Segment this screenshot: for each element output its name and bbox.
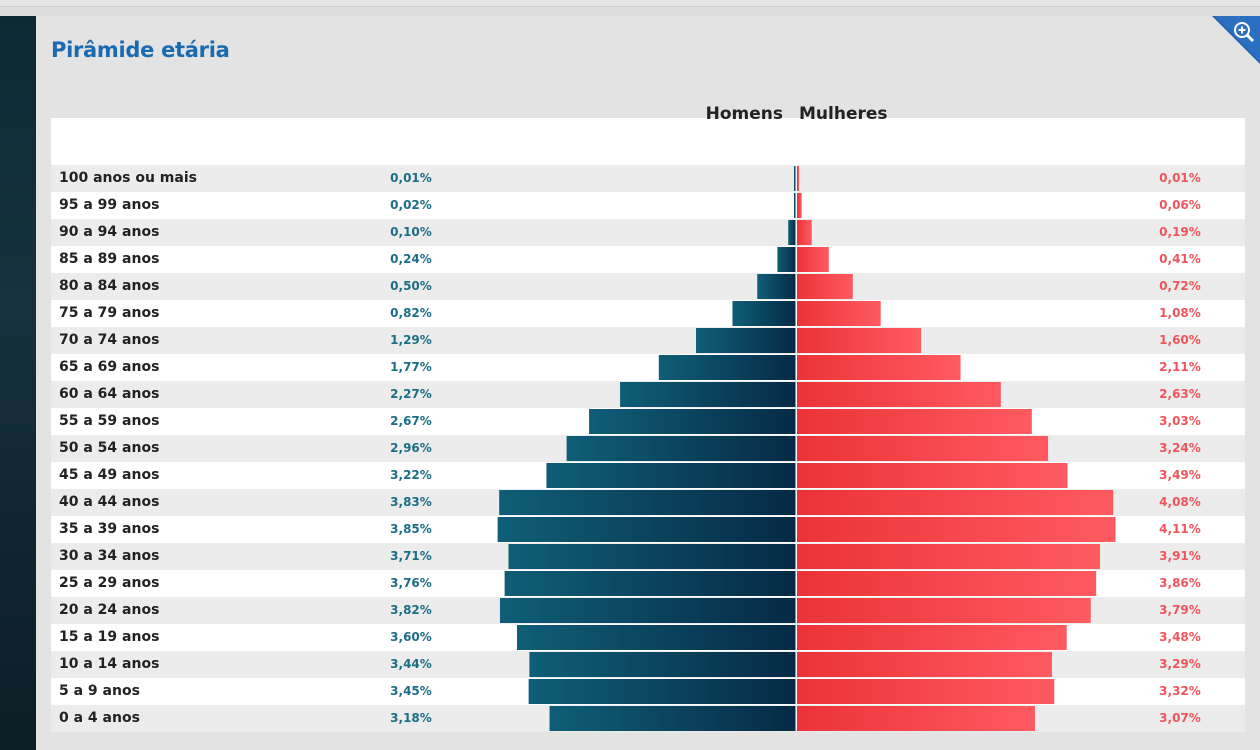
age-group-label: 90 a 94 anos bbox=[59, 224, 160, 240]
age-group-label: 40 a 44 anos bbox=[59, 494, 160, 510]
age-group-label: 85 a 89 anos bbox=[59, 251, 160, 267]
female-percent-label: 3,03% bbox=[1159, 414, 1201, 428]
table-row: 70 a 74 anos 1,29% 1,60% bbox=[51, 327, 1245, 354]
age-group-label: 20 a 24 anos bbox=[59, 602, 160, 618]
female-percent-label: 2,11% bbox=[1159, 360, 1201, 374]
male-percent-label: 2,96% bbox=[390, 441, 432, 455]
male-percent-label: 0,02% bbox=[390, 198, 432, 212]
female-percent-label: 0,06% bbox=[1159, 198, 1201, 212]
table-row: 85 a 89 anos 0,24% 0,41% bbox=[51, 246, 1245, 273]
age-group-label: 75 a 79 anos bbox=[59, 305, 160, 321]
table-row: 65 a 69 anos 1,77% 2,11% bbox=[51, 354, 1245, 381]
female-percent-label: 0,72% bbox=[1159, 279, 1201, 293]
age-group-label: 15 a 19 anos bbox=[59, 629, 160, 645]
female-percent-label: 0,01% bbox=[1159, 171, 1201, 185]
age-group-label: 60 a 64 anos bbox=[59, 386, 160, 402]
table-row: 60 a 64 anos 2,27% 2,63% bbox=[51, 381, 1245, 408]
female-percent-label: 1,08% bbox=[1159, 306, 1201, 320]
male-percent-label: 3,82% bbox=[390, 603, 432, 617]
female-percent-label: 3,48% bbox=[1159, 630, 1201, 644]
female-percent-label: 3,24% bbox=[1159, 441, 1201, 455]
table-row: 75 a 79 anos 0,82% 1,08% bbox=[51, 300, 1245, 327]
table-row: 0 a 4 anos 3,18% 3,07% bbox=[51, 705, 1245, 732]
male-percent-label: 0,82% bbox=[390, 306, 432, 320]
legend-female-label: Mulheres bbox=[799, 104, 888, 124]
female-percent-label: 0,19% bbox=[1159, 225, 1201, 239]
female-percent-label: 0,41% bbox=[1159, 252, 1201, 266]
table-row: 25 a 29 anos 3,76% 3,86% bbox=[51, 570, 1245, 597]
chart-title: Pirâmide etária bbox=[51, 38, 230, 62]
female-percent-label: 3,86% bbox=[1159, 576, 1201, 590]
male-percent-label: 0,10% bbox=[390, 225, 432, 239]
age-group-label: 5 a 9 anos bbox=[59, 683, 140, 699]
age-group-label: 35 a 39 anos bbox=[59, 521, 160, 537]
table-row: 5 a 9 anos 3,45% 3,32% bbox=[51, 678, 1245, 705]
male-percent-label: 3,83% bbox=[390, 495, 432, 509]
table-row: 55 a 59 anos 2,67% 3,03% bbox=[51, 408, 1245, 435]
female-percent-label: 4,08% bbox=[1159, 495, 1201, 509]
table-row: 90 a 94 anos 0,10% 0,19% bbox=[51, 219, 1245, 246]
female-percent-label: 4,11% bbox=[1159, 522, 1201, 536]
table-row: 100 anos ou mais 0,01% 0,01% bbox=[51, 165, 1245, 192]
male-percent-label: 3,22% bbox=[390, 468, 432, 482]
table-row: 10 a 14 anos 3,44% 3,29% bbox=[51, 651, 1245, 678]
table-row: 50 a 54 anos 2,96% 3,24% bbox=[51, 435, 1245, 462]
table-row: 40 a 44 anos 3,83% 4,08% bbox=[51, 489, 1245, 516]
male-percent-label: 3,18% bbox=[390, 711, 432, 725]
zoom-in-button[interactable] bbox=[1212, 16, 1260, 64]
male-percent-label: 0,50% bbox=[390, 279, 432, 293]
top-border bbox=[0, 0, 1260, 7]
male-percent-label: 3,71% bbox=[390, 549, 432, 563]
age-group-label: 30 a 34 anos bbox=[59, 548, 160, 564]
male-percent-label: 1,77% bbox=[390, 360, 432, 374]
table-row: 30 a 34 anos 3,71% 3,91% bbox=[51, 543, 1245, 570]
chart-card: Pirâmide etária 100 anos ou mais 0,01% 0,0… bbox=[36, 16, 1260, 750]
female-percent-label: 3,32% bbox=[1159, 684, 1201, 698]
table-row: 15 a 19 anos 3,60% 3,48% bbox=[51, 624, 1245, 651]
side-background-strip bbox=[0, 16, 36, 750]
age-group-label: 45 a 49 anos bbox=[59, 467, 160, 483]
female-percent-label: 3,49% bbox=[1159, 468, 1201, 482]
table-row: 20 a 24 anos 3,82% 3,79% bbox=[51, 597, 1245, 624]
age-group-label: 70 a 74 anos bbox=[59, 332, 160, 348]
male-percent-label: 3,76% bbox=[390, 576, 432, 590]
female-percent-label: 3,79% bbox=[1159, 603, 1201, 617]
male-percent-label: 0,24% bbox=[390, 252, 432, 266]
male-percent-label: 2,67% bbox=[390, 414, 432, 428]
female-percent-label: 1,60% bbox=[1159, 333, 1201, 347]
female-percent-label: 3,91% bbox=[1159, 549, 1201, 563]
table-row: 80 a 84 anos 0,50% 0,72% bbox=[51, 273, 1245, 300]
age-group-label: 95 a 99 anos bbox=[59, 197, 160, 213]
age-group-label: 50 a 54 anos bbox=[59, 440, 160, 456]
pyramid-table: 100 anos ou mais 0,01% 0,01% 95 a 99 anos 0,… bbox=[51, 118, 1245, 732]
zoom-in-icon bbox=[1212, 16, 1260, 64]
male-percent-label: 3,85% bbox=[390, 522, 432, 536]
age-group-label: 25 a 29 anos bbox=[59, 575, 160, 591]
male-percent-label: 0,01% bbox=[390, 171, 432, 185]
male-percent-label: 1,29% bbox=[390, 333, 432, 347]
age-group-label: 65 a 69 anos bbox=[59, 359, 160, 375]
male-percent-label: 2,27% bbox=[390, 387, 432, 401]
age-group-label: 0 a 4 anos bbox=[59, 710, 140, 726]
age-group-label: 100 anos ou mais bbox=[59, 170, 197, 186]
female-percent-label: 2,63% bbox=[1159, 387, 1201, 401]
female-percent-label: 3,29% bbox=[1159, 657, 1201, 671]
table-row: 95 a 99 anos 0,02% 0,06% bbox=[51, 192, 1245, 219]
female-percent-label: 3,07% bbox=[1159, 711, 1201, 725]
age-group-label: 80 a 84 anos bbox=[59, 278, 160, 294]
age-group-label: 10 a 14 anos bbox=[59, 656, 160, 672]
table-row: 35 a 39 anos 3,85% 4,11% bbox=[51, 516, 1245, 543]
legend-male-label: Homens bbox=[705, 104, 783, 124]
male-percent-label: 3,45% bbox=[390, 684, 432, 698]
male-percent-label: 3,44% bbox=[390, 657, 432, 671]
male-percent-label: 3,60% bbox=[390, 630, 432, 644]
age-group-label: 55 a 59 anos bbox=[59, 413, 160, 429]
table-row: 45 a 49 anos 3,22% 3,49% bbox=[51, 462, 1245, 489]
